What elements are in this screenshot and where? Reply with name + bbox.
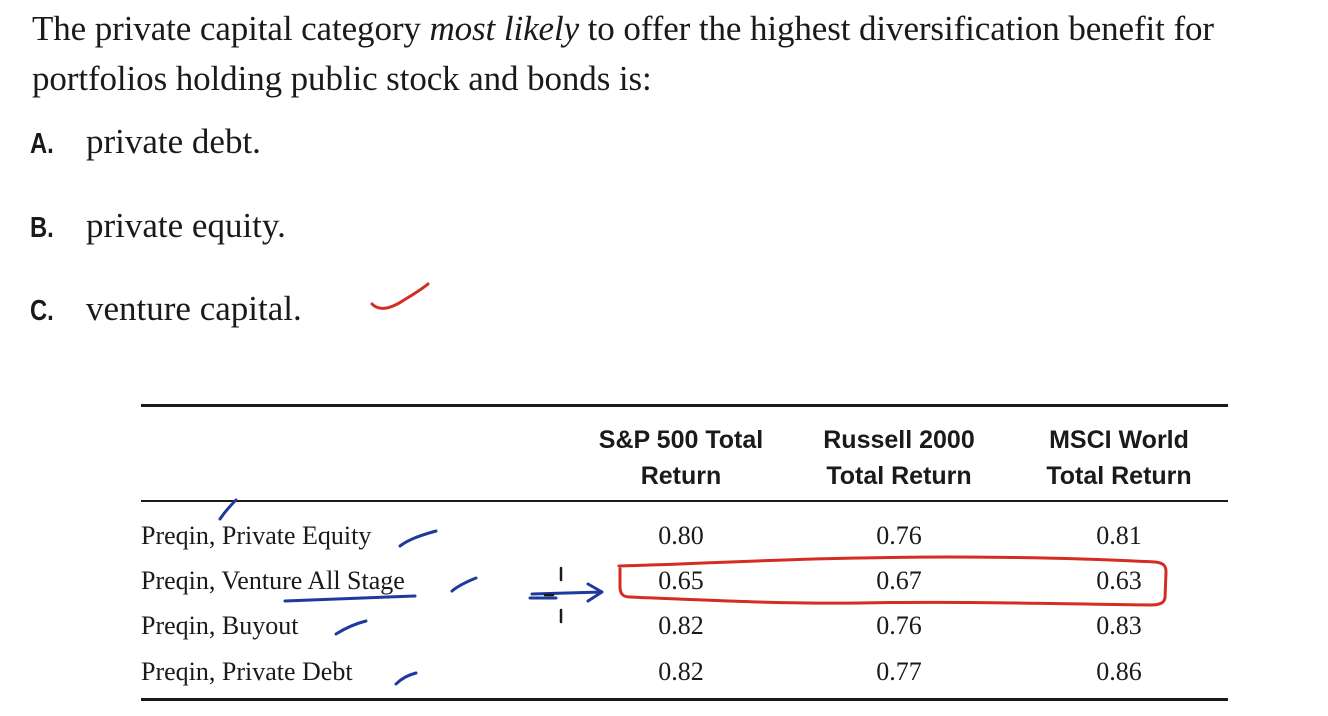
column-header-msci-world: MSCI World Total Return <box>1011 422 1227 494</box>
table-cell: 0.80 <box>658 521 704 550</box>
table-cell: 0.77 <box>876 657 922 686</box>
option-b[interactable]: B. private equity. <box>30 204 286 248</box>
table-top-rule <box>141 404 1228 407</box>
table-cell: 0.82 <box>658 611 704 640</box>
column-header-line: Russell 2000 <box>823 426 975 454</box>
correlation-table: S&P 500 Total Return Russell 2000 Total … <box>141 404 1228 704</box>
table-header-rule <box>141 500 1228 502</box>
table-cell: 0.86 <box>1096 657 1142 686</box>
table-cell: 0.65 <box>658 566 704 595</box>
column-header-line: Total Return <box>826 462 972 490</box>
table-cell: 0.82 <box>658 657 704 686</box>
table-row: Preqin, Private Equity 0.80 0.76 0.81 <box>141 514 1228 558</box>
table-row: Preqin, Private Debt 0.82 0.77 0.86 <box>141 650 1228 694</box>
table-cell: 0.81 <box>1096 521 1142 550</box>
option-text: private equity. <box>86 206 286 245</box>
table-cell: 0.76 <box>876 521 922 550</box>
option-c[interactable]: C. venture capital. <box>30 287 302 331</box>
row-label: Preqin, Buyout <box>141 611 299 640</box>
option-text: private debt. <box>86 122 261 161</box>
table-row: Preqin, Venture All Stage 0.65 0.67 0.63 <box>141 559 1228 603</box>
row-label: Preqin, Private Debt <box>141 657 353 686</box>
question-text-start: The private capital category <box>32 9 430 48</box>
row-label: Preqin, Private Equity <box>141 521 372 550</box>
question-emphasis: most likely <box>429 9 580 48</box>
option-letter: B. <box>30 212 54 244</box>
column-header-line: Return <box>640 462 722 490</box>
question-text: The private capital category most likely… <box>32 4 1322 104</box>
column-header-line: MSCI World <box>1049 426 1189 454</box>
table-bottom-rule <box>141 698 1228 701</box>
checkmark-icon <box>370 282 430 310</box>
table-cell: 0.63 <box>1096 566 1142 595</box>
table-cell: 0.76 <box>876 611 922 640</box>
table-cell: 0.83 <box>1096 611 1142 640</box>
column-header-line: Total Return <box>1046 462 1192 490</box>
row-label: Preqin, Venture All Stage <box>141 566 405 595</box>
option-letter: A. <box>30 128 54 160</box>
question-text-end: to offer the highest diversification ben… <box>32 9 1214 98</box>
column-header-line: S&P 500 Total <box>598 426 764 454</box>
column-header-sp500: S&P 500 Total Return <box>571 422 791 494</box>
option-a[interactable]: A. private debt. <box>30 120 261 164</box>
table-row: Preqin, Buyout 0.82 0.76 0.83 <box>141 604 1228 648</box>
table-cell: 0.67 <box>876 566 922 595</box>
option-text: venture capital. <box>86 289 302 328</box>
option-letter: C. <box>30 295 54 327</box>
column-header-russell2000: Russell 2000 Total Return <box>791 422 1007 494</box>
